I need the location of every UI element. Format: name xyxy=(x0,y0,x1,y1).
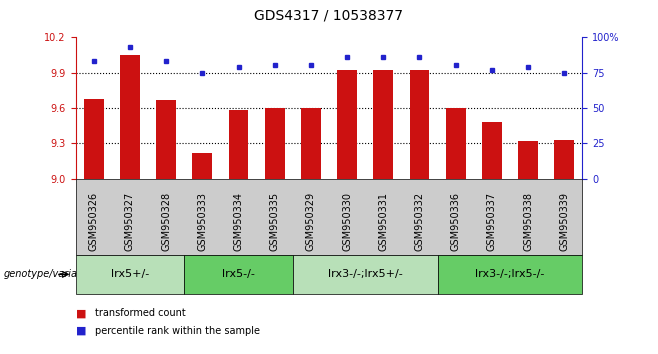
Text: GDS4317 / 10538377: GDS4317 / 10538377 xyxy=(255,9,403,23)
Text: lrx5+/-: lrx5+/- xyxy=(111,269,149,279)
Text: ■: ■ xyxy=(76,308,86,318)
Bar xyxy=(409,70,430,179)
Bar xyxy=(301,108,321,179)
Text: ■: ■ xyxy=(76,326,86,336)
Bar xyxy=(192,153,213,179)
Text: percentile rank within the sample: percentile rank within the sample xyxy=(95,326,261,336)
Text: GSM950328: GSM950328 xyxy=(161,192,171,251)
Text: GSM950332: GSM950332 xyxy=(415,192,424,251)
Text: GSM950330: GSM950330 xyxy=(342,192,352,251)
Text: lrx3-/-;lrx5-/-: lrx3-/-;lrx5-/- xyxy=(475,269,545,279)
Text: GSM950329: GSM950329 xyxy=(306,192,316,251)
Text: lrx5-/-: lrx5-/- xyxy=(222,269,255,279)
Bar xyxy=(554,140,574,179)
Text: GSM950339: GSM950339 xyxy=(559,192,569,251)
Bar xyxy=(156,100,176,179)
Bar xyxy=(337,70,357,179)
Bar xyxy=(373,70,393,179)
Bar xyxy=(120,55,140,179)
Text: GSM950331: GSM950331 xyxy=(378,192,388,251)
Text: GSM950338: GSM950338 xyxy=(523,192,533,251)
Text: GSM950326: GSM950326 xyxy=(89,192,99,251)
Text: transformed count: transformed count xyxy=(95,308,186,318)
Bar xyxy=(228,110,249,179)
Text: GSM950333: GSM950333 xyxy=(197,192,207,251)
Text: genotype/variation: genotype/variation xyxy=(3,269,96,279)
Text: GSM950327: GSM950327 xyxy=(125,192,135,251)
Text: GSM950334: GSM950334 xyxy=(234,192,243,251)
Bar xyxy=(445,108,466,179)
Bar xyxy=(482,122,502,179)
Bar xyxy=(84,98,104,179)
Text: GSM950335: GSM950335 xyxy=(270,192,280,251)
Text: GSM950336: GSM950336 xyxy=(451,192,461,251)
Text: GSM950337: GSM950337 xyxy=(487,192,497,251)
Bar xyxy=(518,141,538,179)
Text: lrx3-/-;lrx5+/-: lrx3-/-;lrx5+/- xyxy=(328,269,403,279)
Bar xyxy=(265,108,285,179)
